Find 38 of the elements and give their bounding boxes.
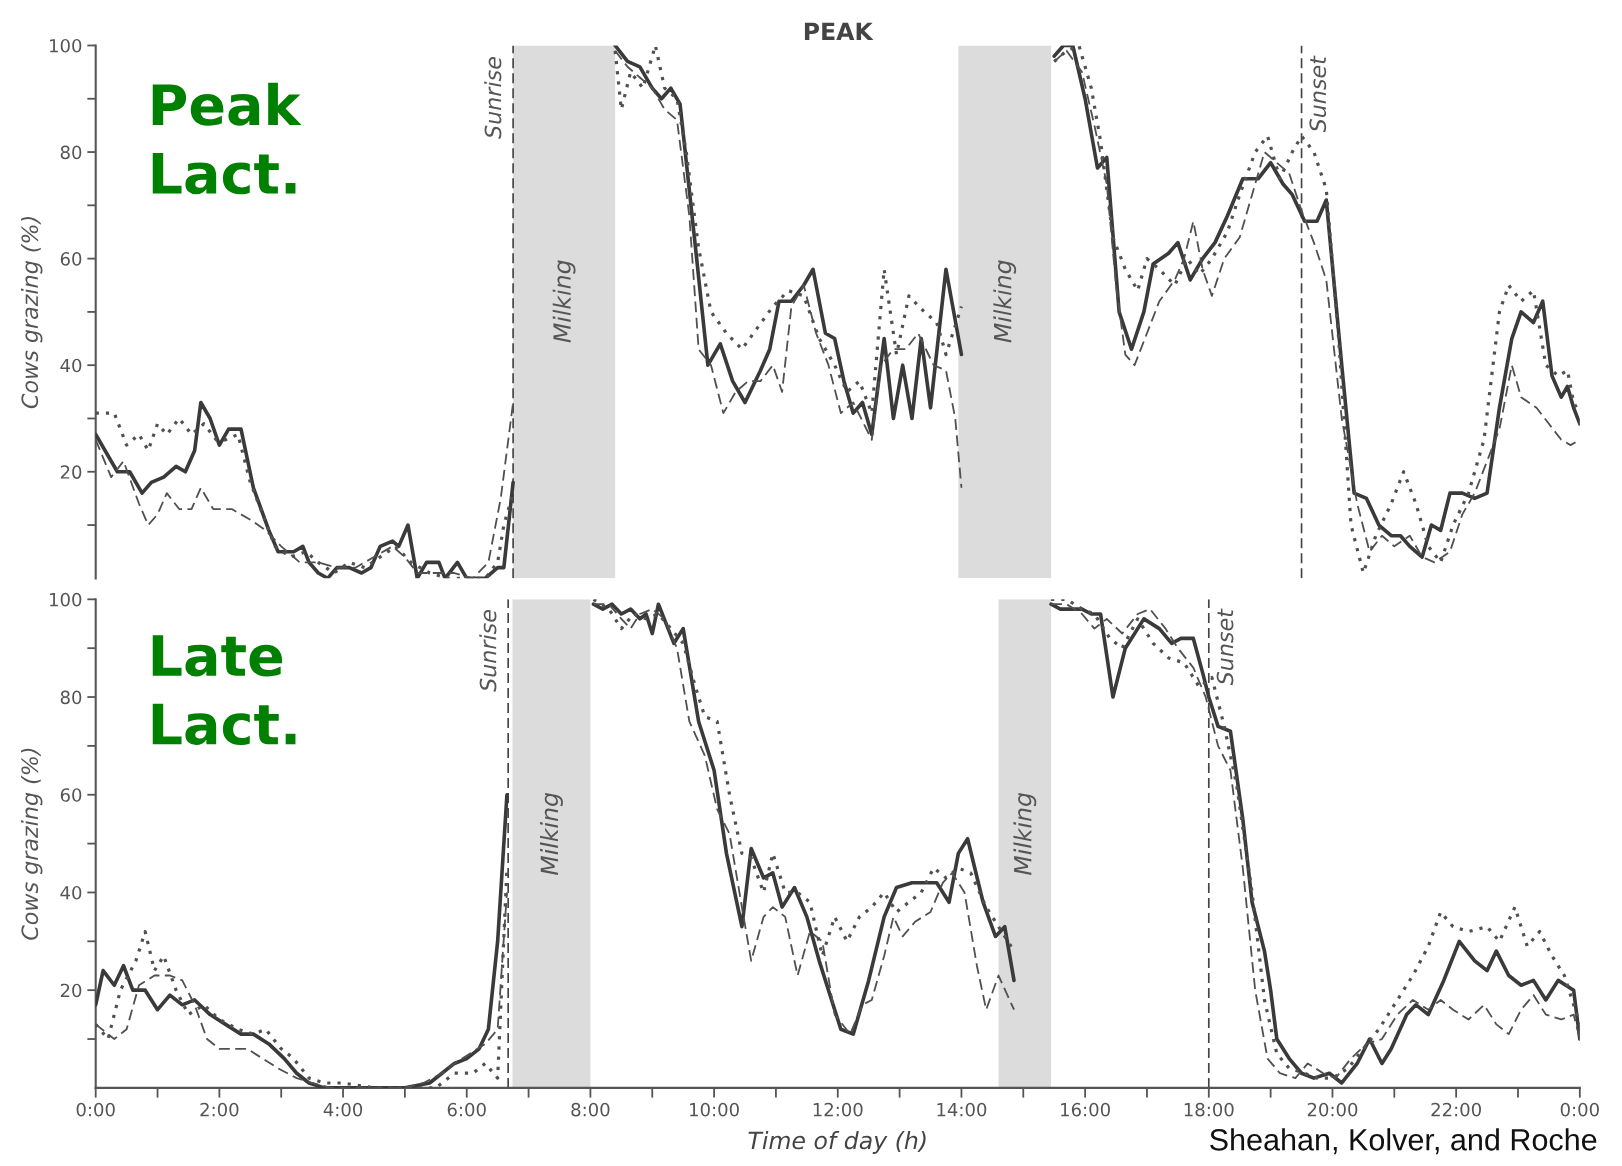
y-tick-label: 60 — [60, 788, 82, 802]
ref-line-label: Sunrise — [484, 57, 502, 139]
x-tick-label: 20:00 — [1307, 1102, 1358, 1117]
text: Sheahan, Kolver, and Roche — [1210, 1128, 1597, 1155]
chart-title: PEAK — [804, 22, 874, 40]
band-label: Milking — [540, 792, 563, 876]
x-tick-label: 0:00 — [76, 1102, 115, 1117]
x-tick-label: 14:00 — [937, 1102, 987, 1117]
band-label: Milking — [993, 260, 1017, 343]
band-label: Milking — [1013, 792, 1037, 876]
y-axis-title: Cows grazing (%) — [20, 217, 43, 409]
y-tick-label: 60 — [60, 252, 82, 266]
band-label: Milking — [552, 260, 576, 343]
x-tick-label: 0:00 — [1560, 1102, 1599, 1117]
x-tick-label: 6:00 — [447, 1102, 486, 1117]
y-tick-label: 80 — [60, 690, 82, 705]
ref-line-label: Sunset — [1309, 55, 1327, 133]
ref-line-label: Sunset — [1216, 608, 1234, 686]
y-axis-title: Cows grazing (%) — [20, 748, 43, 940]
annotation: Peak Lact. — [152, 82, 302, 195]
x-tick-label: 16:00 — [1061, 1102, 1110, 1117]
x-tick-label: 22:00 — [1431, 1102, 1481, 1117]
y-tick-label: 40 — [60, 358, 82, 373]
y-tick-label: 40 — [60, 885, 82, 900]
x-tick-label: 2:00 — [200, 1102, 239, 1117]
y-tick-label: 100 — [50, 592, 82, 607]
y-tick-label: 20 — [60, 465, 82, 479]
x-tick-label: 18:00 — [1184, 1102, 1234, 1117]
x-tick-label: 4:00 — [323, 1102, 363, 1117]
y-tick-label: 100 — [50, 38, 82, 53]
x-tick-label: 10:00 — [690, 1102, 739, 1117]
x-tick-label: 8:00 — [571, 1102, 610, 1117]
y-tick-label: 20 — [60, 983, 82, 998]
x-tick-label: 12:00 — [813, 1102, 863, 1117]
y-tick-label: 80 — [60, 145, 82, 160]
annotation: Late Lact. — [152, 635, 296, 746]
ref-line-label: Sunrise — [479, 610, 497, 692]
x-axis-title: Time of day (h) — [748, 1131, 926, 1154]
